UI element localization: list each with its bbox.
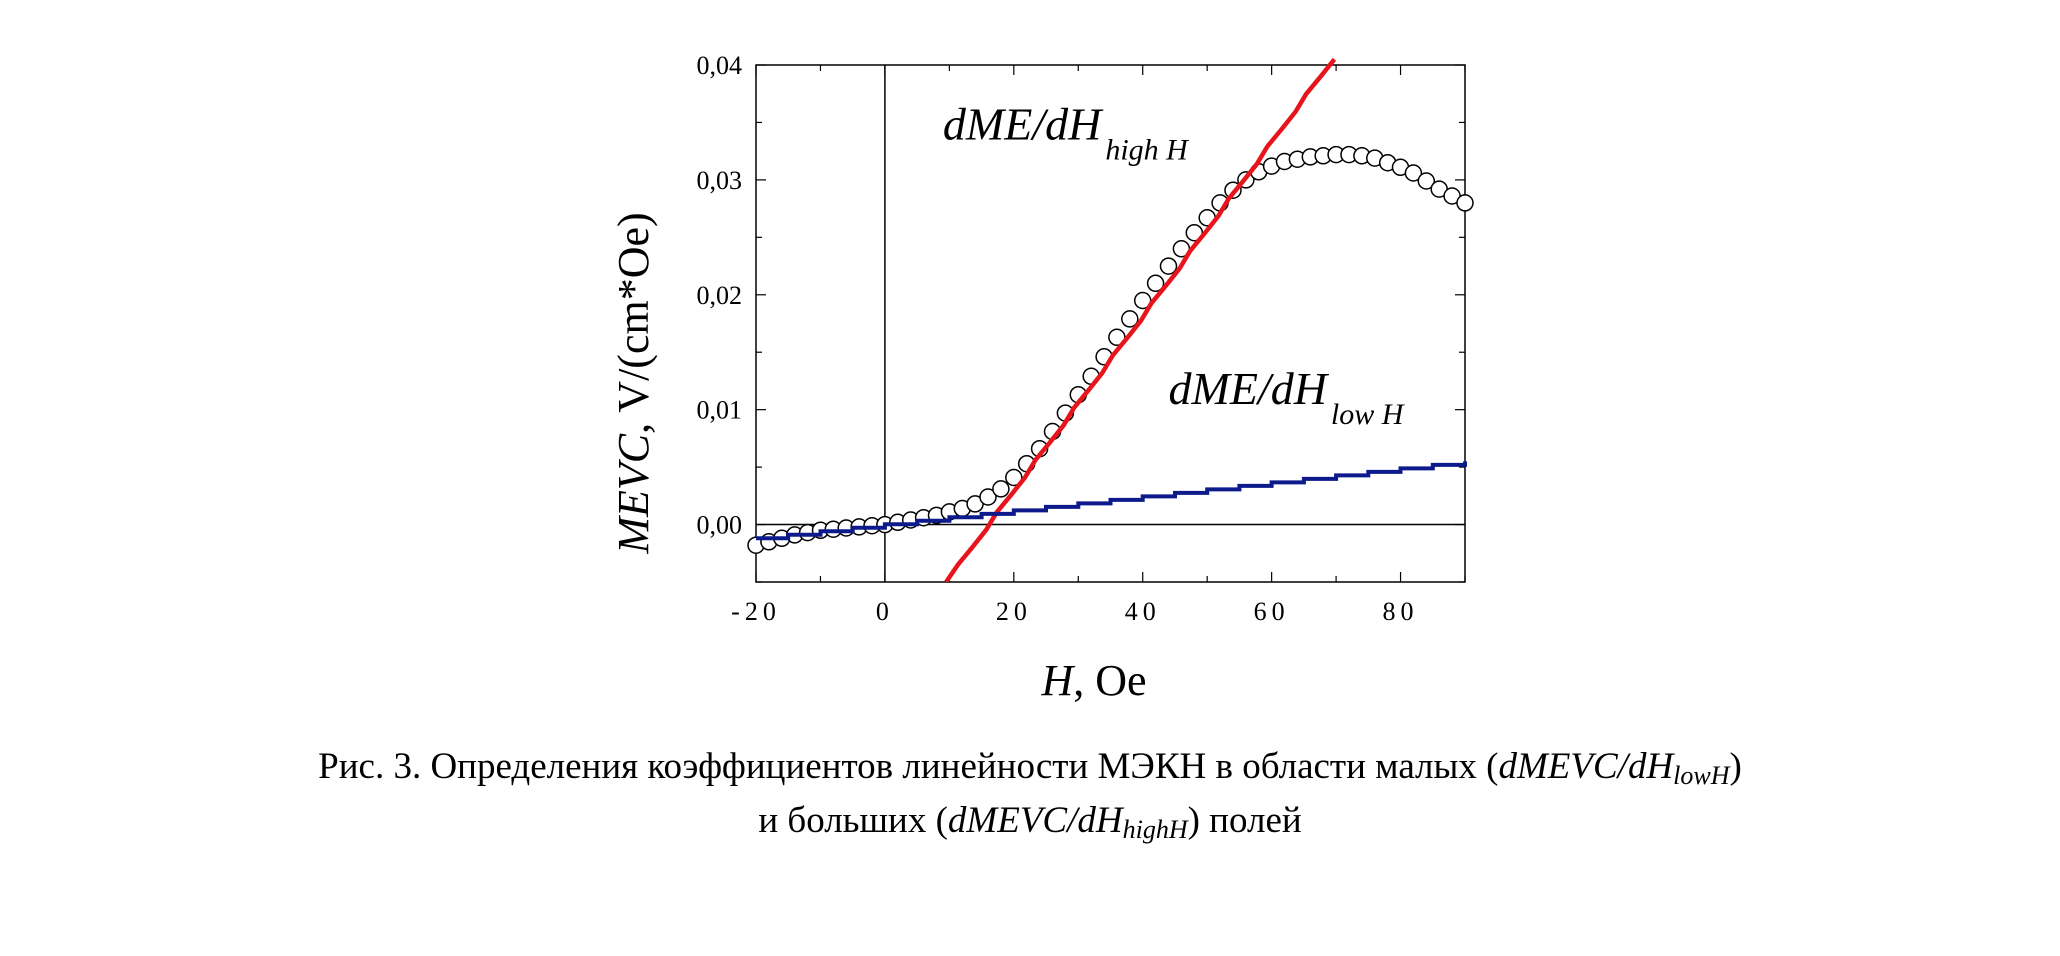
data-point — [1005, 468, 1023, 487]
axis-ticks — [755, 64, 1466, 583]
data-point — [1404, 164, 1423, 182]
x-tick-label: 20 — [996, 597, 1032, 626]
x-tick-label: 40 — [1125, 597, 1161, 626]
annotation-main: dME/dH — [1169, 363, 1330, 414]
data-point — [992, 480, 1010, 498]
data-point — [1456, 194, 1474, 212]
chart: -20 0 20 40 60 80 0,00 0,01 0,02 0,03 0,04 dME/dH… — [609, 51, 1474, 705]
data-point — [1417, 172, 1436, 190]
annotation-label: dME/dHhigh H — [943, 99, 1190, 167]
data-point — [1159, 257, 1178, 275]
series-high-h-line — [944, 57, 1337, 582]
data-point — [1133, 291, 1152, 310]
data-point — [1146, 274, 1165, 293]
y-axis-title: MEVC, V/(cm*Oe) — [609, 212, 658, 554]
plot-frame — [755, 64, 1466, 583]
annotation-sub: low H — [1331, 398, 1406, 431]
x-tick-label: -20 — [731, 597, 781, 626]
y-tick-label: 0,03 — [697, 166, 743, 195]
figure-caption: Рис. 3. Определения коэффициентов линейн… — [0, 740, 2060, 848]
data-point — [1121, 310, 1139, 328]
series-layer — [747, 57, 1474, 582]
plot-border — [755, 64, 1466, 583]
x-tick-label: 80 — [1383, 597, 1419, 626]
annotation-main: dME/dH — [943, 99, 1104, 150]
caption-line-1: Рис. 3. Определения коэффициентов линейн… — [318, 746, 1742, 790]
annotation-sub: high H — [1105, 134, 1190, 167]
caption-line-2: и больших (dMEVC/dHhighH) полей — [758, 800, 1302, 844]
x-axis-title: H, Oe — [1040, 656, 1146, 705]
x-tick-label: 60 — [1254, 597, 1290, 626]
annotation-label: dME/dHlow H — [1169, 363, 1406, 431]
series-low-h-line — [756, 461, 1467, 541]
data-point — [979, 488, 997, 506]
x-tick-labels: -20 0 20 40 60 80 — [731, 597, 1419, 626]
x-tick-label: 0 — [876, 597, 894, 626]
y-tick-label: 0,02 — [697, 281, 743, 310]
y-tick-labels: 0,00 0,01 0,02 0,03 0,04 — [697, 51, 743, 540]
y-tick-label: 0,04 — [697, 51, 743, 80]
y-tick-label: 0,00 — [697, 511, 743, 540]
y-tick-label: 0,01 — [697, 396, 743, 425]
